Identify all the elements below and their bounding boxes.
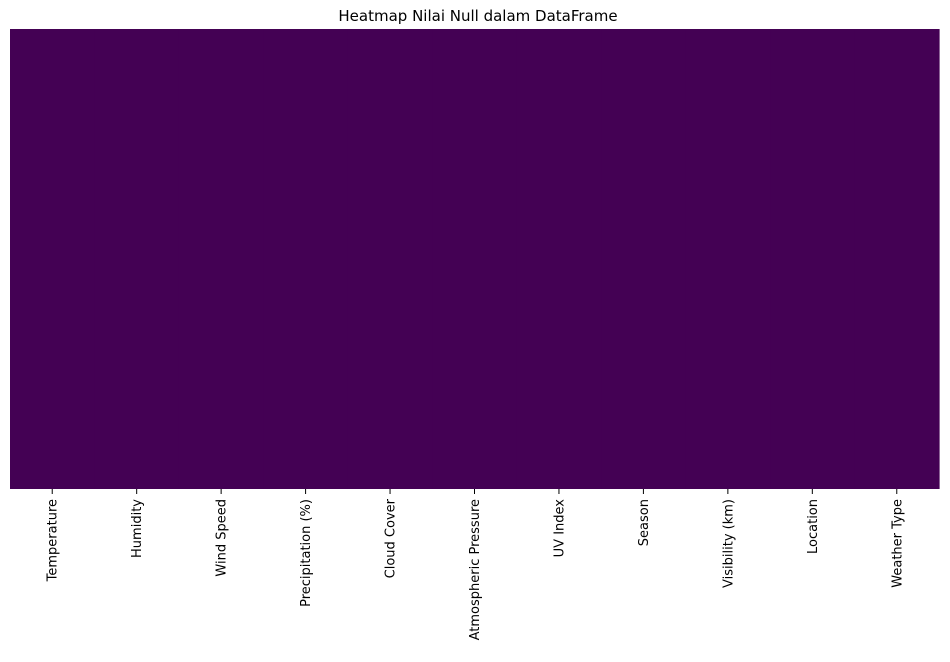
heatmap-cell [178, 29, 264, 489]
x-tick-label: Visibility (km) [721, 499, 736, 588]
chart-title: Heatmap Nilai Null dalam DataFrame [338, 7, 618, 25]
x-tick-label: Location [806, 499, 821, 554]
heatmap-cell [770, 29, 856, 489]
x-tick-label: Humidity [130, 499, 145, 558]
x-tick-label: Precipitation (%) [299, 499, 314, 607]
x-tick-label: Cloud Cover [384, 498, 399, 578]
x-tick-label: Temperature [46, 499, 61, 582]
heatmap-cell [685, 29, 771, 489]
heatmap-cell [516, 29, 602, 489]
x-tick-label: Weather Type [890, 499, 905, 588]
heatmap-cell [94, 29, 180, 489]
heatmap-cell [432, 29, 518, 489]
heatmap-cell [263, 29, 349, 489]
heatmap-cell [854, 29, 940, 489]
x-tick-label: Wind Speed [215, 499, 230, 577]
x-tick-label: Season [637, 499, 652, 546]
x-tick-label: Atmospheric Pressure [468, 499, 483, 640]
heatmap-cell [601, 29, 687, 489]
heatmap-cell [10, 29, 96, 489]
heatmap-cell [347, 29, 433, 489]
x-tick-label: UV Index [552, 499, 567, 558]
